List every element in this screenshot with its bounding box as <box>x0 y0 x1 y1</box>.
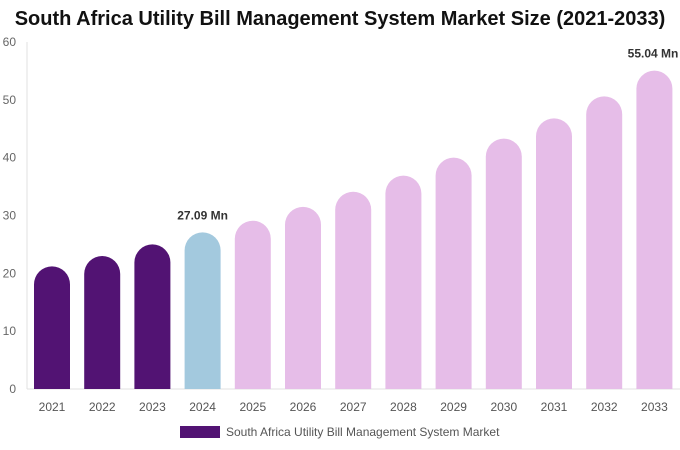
y-tick-label: 0 <box>9 382 16 396</box>
bar-2030 <box>485 138 522 389</box>
bar-2031 <box>536 118 572 389</box>
x-tick-label: 2031 <box>541 400 568 414</box>
y-tick-label: 10 <box>3 324 17 338</box>
bar-2023 <box>134 244 171 389</box>
legend-swatch <box>180 426 220 438</box>
bar-2027 <box>335 191 372 389</box>
y-tick-label: 30 <box>3 209 17 223</box>
x-tick-label: 2033 <box>641 400 668 414</box>
x-tick-label: 2027 <box>340 400 367 414</box>
chart-title: South Africa Utility Bill Management Sys… <box>14 8 666 30</box>
bar-2028 <box>385 175 422 389</box>
x-tick-label: 2026 <box>290 400 317 414</box>
bar-2029 <box>435 157 472 389</box>
legend: South Africa Utility Bill Management Sys… <box>180 425 499 439</box>
bar-2032 <box>586 96 623 389</box>
x-tick-label: 2028 <box>390 400 417 414</box>
bar-2021 <box>34 266 70 389</box>
y-tick-label: 50 <box>3 93 17 107</box>
data-label: 27.09 Mn <box>177 208 228 222</box>
bar-2024 <box>184 232 221 389</box>
x-tick-label: 2025 <box>239 400 266 414</box>
x-tick-label: 2029 <box>440 400 467 414</box>
x-tick-label: 2024 <box>189 400 216 414</box>
y-tick-label: 60 <box>3 35 17 49</box>
x-tick-label: 2030 <box>490 400 517 414</box>
x-tick-label: 2022 <box>89 400 116 414</box>
bar-2022 <box>84 255 121 389</box>
data-label: 55.04 Mn <box>628 47 679 61</box>
bar-2026 <box>285 206 321 389</box>
y-tick-label: 20 <box>3 266 17 280</box>
legend-label: South Africa Utility Bill Management Sys… <box>226 425 500 439</box>
y-tick-label: 40 <box>3 151 17 165</box>
x-tick-label: 2021 <box>39 400 66 414</box>
x-tick-label: 2023 <box>139 400 166 414</box>
bar-2025 <box>234 220 271 389</box>
x-tick-label: 2032 <box>591 400 618 414</box>
bar-2033 <box>636 70 673 389</box>
